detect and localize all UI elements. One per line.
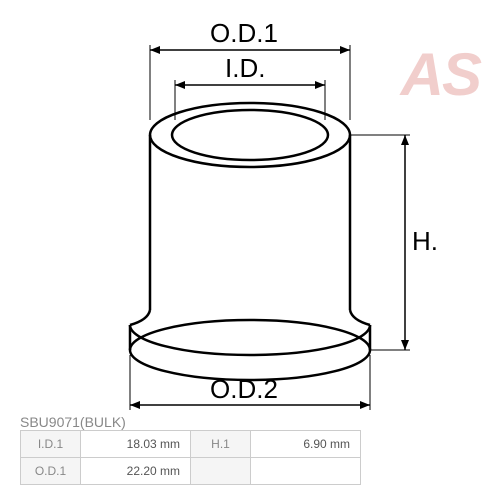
od1-label: O.D.1 <box>210 20 278 48</box>
spec-label <box>191 458 251 485</box>
spec-label: H.1 <box>191 431 251 458</box>
table-row: O.D.1 22.20 mm <box>21 458 361 485</box>
id-label: I.D. <box>225 53 265 83</box>
spec-value <box>251 458 361 485</box>
table-row: I.D.1 18.03 mm H.1 6.90 mm <box>21 431 361 458</box>
h-label: H. <box>412 226 438 256</box>
bushing-diagram: O.D.1 I.D. H. <box>60 20 440 420</box>
spec-label: I.D.1 <box>21 431 81 458</box>
od2-label: O.D.2 <box>210 374 278 404</box>
spec-label: O.D.1 <box>21 458 81 485</box>
spec-value: 22.20 mm <box>81 458 191 485</box>
spec-table: I.D.1 18.03 mm H.1 6.90 mm O.D.1 22.20 m… <box>20 430 361 485</box>
spec-value: 6.90 mm <box>251 431 361 458</box>
spec-value: 18.03 mm <box>81 431 191 458</box>
